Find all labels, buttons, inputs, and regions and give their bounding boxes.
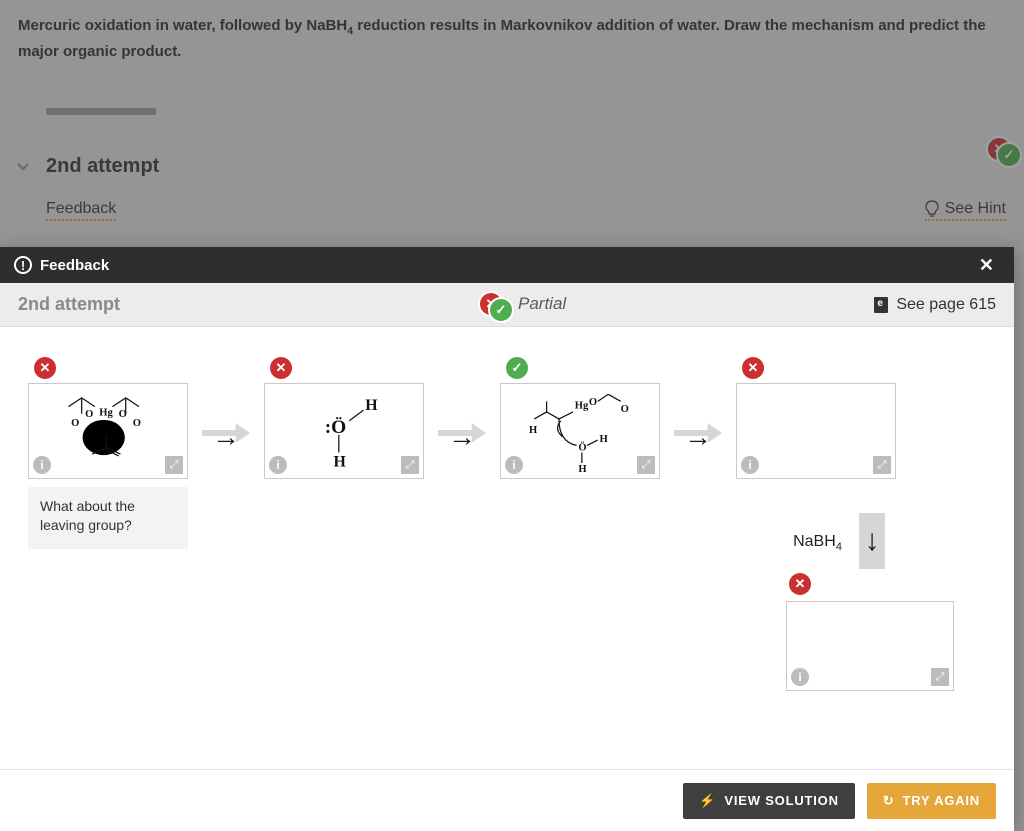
svg-text:O: O (589, 397, 597, 408)
bolt-icon: ⚡ (699, 793, 716, 809)
hint-line2: leaving group? (40, 516, 176, 535)
info-icon[interactable]: i (505, 456, 523, 474)
step-4: ✕ i ⤢ (736, 357, 896, 479)
svg-text:H: H (599, 434, 608, 445)
hint-line1: What about the (40, 497, 176, 516)
expand-icon[interactable]: ⤢ (401, 456, 419, 474)
svg-text:Ö: Ö (578, 440, 586, 453)
step-1-hint: What about the leaving group? (28, 487, 188, 549)
info-icon[interactable]: i (33, 456, 51, 474)
svg-text:O: O (621, 404, 629, 415)
step-4-panel[interactable]: i ⤢ (736, 383, 896, 479)
step-2-panel[interactable]: :Ö H H i ⤢ (264, 383, 424, 479)
arrow-down-icon: ↓ (859, 513, 885, 569)
check-icon: ✓ (506, 357, 528, 379)
svg-text:H: H (333, 453, 346, 470)
x-icon: ✕ (270, 357, 292, 379)
step-3-panel[interactable]: Hg O O H Ö H H i ⤢ (500, 383, 660, 479)
step-1: ✕ O O Hg O O (28, 357, 188, 549)
step-1-panel[interactable]: O O Hg O O i ⤢ (28, 383, 188, 479)
modal-body: ✕ O O Hg O O (0, 327, 1014, 769)
svg-text:H: H (529, 425, 538, 436)
step-5-panel[interactable]: i ⤢ (786, 601, 954, 691)
info-icon[interactable]: i (791, 668, 809, 686)
mechanism-steps: ✕ O O Hg O O (28, 357, 986, 549)
check-icon: ✓ (490, 299, 512, 321)
vertical-arrow: ↓ (858, 513, 886, 569)
arrow-3: → (668, 371, 728, 495)
reagent-sub: 4 (836, 541, 842, 553)
reagent-label: NaBH4 (793, 533, 842, 553)
feedback-modal: ! Feedback ✕ 2nd attempt See page 615 ✕ … (0, 247, 1014, 831)
chem-structure-3: Hg O O H Ö H H (509, 389, 651, 474)
expand-icon[interactable]: ⤢ (931, 668, 949, 686)
modal-subtitle: 2nd attempt (18, 294, 120, 315)
svg-text:Hg: Hg (575, 400, 589, 411)
chem-structure-1: O O Hg O O (37, 389, 179, 474)
arrow-glyph: → (448, 421, 476, 453)
svg-text:O: O (85, 409, 93, 420)
exclamation-icon: ! (14, 256, 32, 274)
svg-text::Ö: :Ö (325, 417, 347, 438)
svg-text:Hg: Hg (99, 407, 113, 418)
try-again-button[interactable]: ↻ TRY AGAIN (867, 783, 996, 819)
partial-label: Partial (518, 294, 566, 314)
arrow-1: → (196, 371, 256, 495)
x-icon: ✕ (34, 357, 56, 379)
refresh-icon: ↻ (883, 793, 895, 809)
view-solution-button[interactable]: ⚡ VIEW SOLUTION (683, 783, 854, 819)
arrow-glyph: → (684, 421, 712, 453)
arrow-glyph: → (212, 421, 240, 453)
x-icon: ✕ (789, 573, 811, 595)
close-icon[interactable]: ✕ (973, 251, 1000, 280)
expand-icon[interactable]: ⤢ (873, 456, 891, 474)
reagent-prefix: NaBH (793, 533, 836, 550)
info-icon[interactable]: i (741, 456, 759, 474)
modal-footer: ⚡ VIEW SOLUTION ↻ TRY AGAIN (0, 769, 1014, 831)
book-icon (874, 297, 888, 313)
svg-text:O: O (119, 409, 127, 420)
arrow-2: → (432, 371, 492, 495)
step-5: i ⤢ (786, 601, 954, 691)
modal-header: ! Feedback ✕ (0, 247, 1014, 283)
see-page-label: See page 615 (896, 296, 996, 314)
svg-text:H: H (365, 397, 378, 414)
partial-status: ✕ ✓ Partial (480, 293, 566, 315)
chem-structure-2: :Ö H H (273, 389, 415, 474)
expand-icon[interactable]: ⤢ (637, 456, 655, 474)
view-solution-label: VIEW SOLUTION (724, 793, 838, 808)
svg-text:H: H (578, 464, 587, 474)
try-again-label: TRY AGAIN (902, 793, 980, 808)
step-3: ✓ Hg O O H Ö (500, 357, 660, 479)
info-icon[interactable]: i (269, 456, 287, 474)
expand-icon[interactable]: ⤢ (165, 456, 183, 474)
step-2: ✕ :Ö H H i ⤢ (264, 357, 424, 479)
svg-text:O: O (71, 418, 79, 429)
modal-title: Feedback (40, 257, 109, 274)
svg-text:O: O (133, 418, 141, 429)
see-page-link[interactable]: See page 615 (874, 296, 996, 314)
x-icon: ✕ (742, 357, 764, 379)
